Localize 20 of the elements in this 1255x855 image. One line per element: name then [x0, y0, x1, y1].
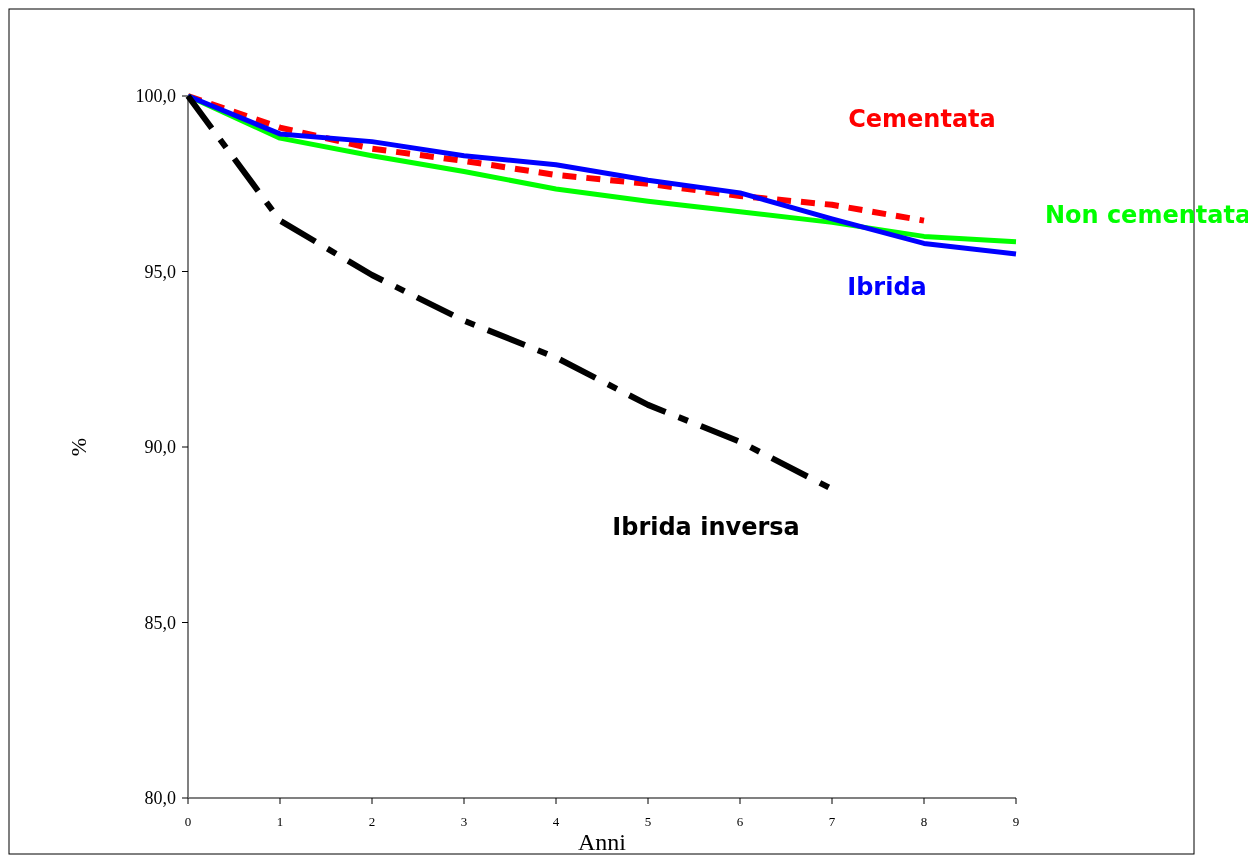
x-tick-label: 4	[552, 814, 560, 829]
x-tick-label: 9	[1012, 814, 1020, 829]
y-tick-label: 90,0	[144, 437, 176, 458]
y-tick-label: 85,0	[144, 612, 176, 633]
x-tick-label: 5	[644, 814, 652, 829]
y-tick-label: 100,0	[135, 86, 176, 107]
text: Cementata	[848, 105, 996, 134]
y-axis-title: %	[66, 437, 91, 457]
x-tick-label: 8	[920, 814, 928, 829]
x-tick-label: 3	[460, 814, 468, 829]
x-tick-label: 2	[368, 814, 376, 829]
x-tick-label: 7	[828, 814, 836, 829]
x-axis-title: Anni	[578, 829, 627, 855]
x-tick-label: 6	[736, 814, 744, 829]
x-tick-label: 0	[184, 814, 192, 829]
series-label: Ibrida	[847, 273, 927, 302]
y-tick-label: 80,0	[144, 788, 176, 809]
series-label: Ibrida inversa	[612, 513, 800, 542]
x-tick-label: 1	[276, 814, 284, 829]
y-tick-label: 95,0	[144, 261, 176, 282]
